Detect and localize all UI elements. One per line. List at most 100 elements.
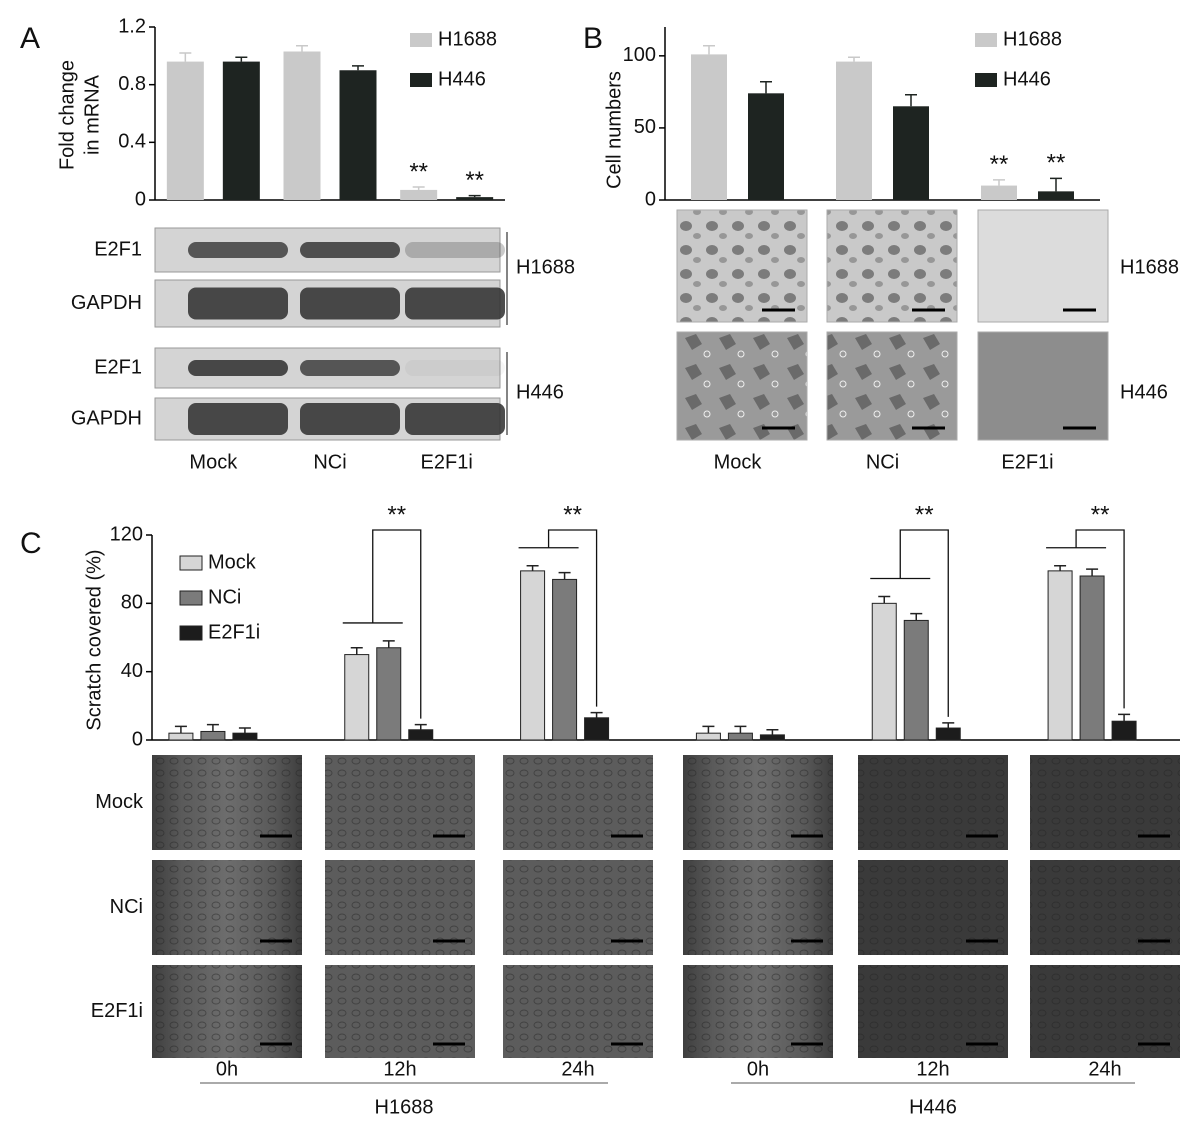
blot-band (300, 403, 400, 435)
error-bar (848, 56, 860, 62)
cell-texture (858, 860, 1008, 955)
legend-swatch (179, 555, 203, 571)
blot-row-label: E2F1 (94, 356, 142, 378)
bar (893, 106, 929, 200)
legend-swatch (179, 590, 203, 606)
error-bar (702, 725, 715, 734)
error-bar (942, 722, 955, 729)
y-tick-label: 0 (132, 728, 143, 750)
panel-letter: A (20, 22, 40, 55)
legend-swatch (975, 73, 997, 87)
error-bar (910, 612, 923, 621)
error-bar (412, 186, 425, 190)
bar (339, 70, 377, 200)
bar (376, 647, 402, 741)
blot-band (300, 242, 400, 258)
micrograph (826, 209, 958, 323)
x-tick-label: E2F1i (1001, 451, 1053, 473)
cell-texture (683, 755, 833, 850)
blot-band (405, 287, 505, 320)
x-tick-label: E2F1i (421, 451, 473, 473)
cell-texture (325, 860, 475, 955)
bar (1047, 570, 1073, 741)
bar (759, 734, 785, 741)
bar (748, 93, 784, 200)
error-bar (760, 81, 772, 94)
blot-cell-line: H446 (516, 381, 564, 403)
significance: ** (915, 501, 934, 528)
legend-label: H446 (1003, 68, 1051, 90)
image-row-label: H446 (1120, 381, 1168, 403)
legend-label: Mock (208, 551, 257, 573)
bar (871, 602, 897, 741)
y-tick-label: 0 (135, 188, 146, 210)
panel-letter: B (583, 22, 603, 55)
micrograph (676, 331, 808, 441)
panel-letter: C (20, 527, 42, 560)
legend-swatch (975, 33, 997, 47)
bar (232, 732, 258, 741)
significance: ** (1091, 501, 1110, 528)
y-axis-label: Cell numbers (603, 71, 625, 189)
bar (168, 732, 194, 741)
error-bar (766, 729, 779, 735)
blot-row-label: GAPDH (71, 407, 142, 429)
bar (222, 61, 260, 200)
legend-swatch (410, 33, 432, 47)
y-axis-label: Fold change (56, 60, 78, 170)
image-row-label: H1688 (1120, 256, 1179, 278)
bar (520, 570, 546, 741)
error-bar (206, 723, 219, 732)
error-bar (878, 595, 891, 604)
blot-band (300, 360, 400, 376)
x-tick-label: 24h (1088, 1058, 1121, 1080)
legend-label: H1688 (1003, 28, 1062, 50)
x-tick-label: 12h (916, 1058, 949, 1080)
blot-band (188, 360, 288, 376)
blot-band (405, 403, 505, 435)
error-bar (414, 723, 427, 730)
significance: ** (563, 501, 582, 528)
error-bar (703, 44, 715, 55)
blot-band (188, 403, 288, 435)
y-tick-label: 0.8 (118, 73, 146, 95)
y-tick-label: 100 (623, 44, 656, 66)
legend-label: H446 (438, 68, 486, 90)
x-tick-label: NCi (866, 451, 899, 473)
cell-texture (152, 860, 302, 955)
blot-band (188, 242, 288, 258)
y-tick-label: 80 (121, 592, 143, 614)
group-label: H1688 (375, 1096, 434, 1118)
cell-texture (152, 755, 302, 850)
bar (344, 654, 370, 741)
error-bar (734, 725, 747, 734)
blot-band (188, 287, 288, 320)
blot-cell-line: H1688 (516, 256, 575, 278)
cell-texture (325, 755, 475, 850)
y-tick-label: 1.2 (118, 15, 146, 37)
bar (200, 730, 226, 741)
bar (400, 189, 438, 200)
bar (691, 54, 727, 201)
y-tick-label: 40 (121, 660, 143, 682)
micrograph (977, 331, 1109, 441)
blot-band (405, 242, 505, 258)
significance-bracket (870, 529, 949, 717)
x-tick-label: 12h (383, 1058, 416, 1080)
cell-texture (1030, 755, 1180, 850)
bar (1111, 720, 1137, 741)
group-label: H446 (909, 1096, 957, 1118)
error-bar (1050, 177, 1062, 192)
significance: ** (990, 151, 1009, 178)
error-bar (468, 194, 481, 198)
bar (903, 619, 929, 741)
error-bar (526, 565, 539, 571)
cell-texture (1030, 860, 1180, 955)
significance: ** (387, 501, 406, 528)
error-bar (993, 179, 1005, 186)
legend-label: H1688 (438, 28, 497, 50)
error-bar (590, 711, 603, 718)
x-tick-label: 0h (216, 1058, 238, 1080)
significance-bracket (518, 529, 598, 707)
error-bar (179, 52, 192, 62)
